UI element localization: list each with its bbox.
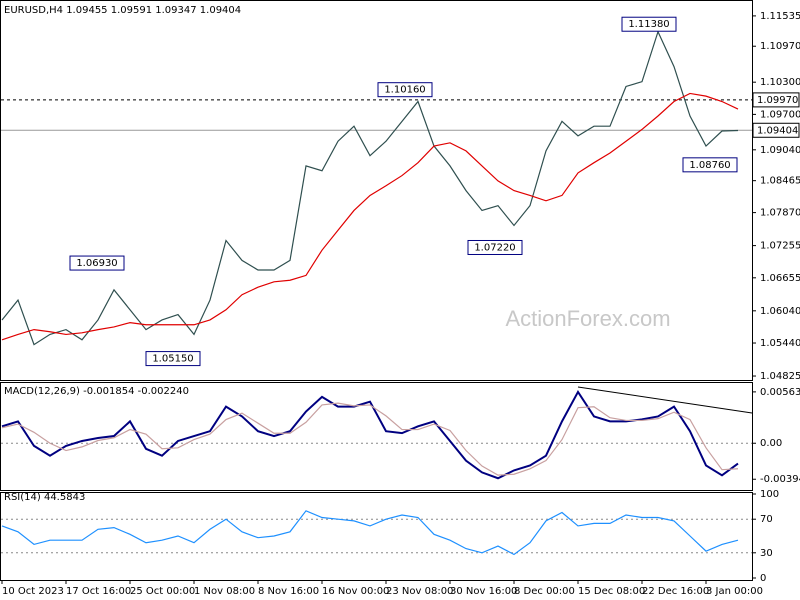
y-tick-label: 1.09040: [760, 145, 800, 156]
y-tick-label: 1.06040: [760, 306, 800, 317]
y-tick-label: 0.005635: [760, 387, 800, 398]
trend-line: [577, 386, 753, 414]
annotation-box: [621, 16, 677, 32]
y-tick-label: 1.05440: [760, 338, 800, 349]
annotation-label: 1.06930: [76, 258, 117, 269]
x-tick-label: 3 Jan 00:00: [706, 586, 763, 597]
annotation-label: 1.11380: [628, 19, 669, 30]
annotation-label: 1.05150: [152, 354, 193, 365]
series-line: [1, 30, 739, 346]
x-tick-label: 30 Nov 16:00: [450, 586, 517, 597]
level-box: [752, 92, 800, 108]
panel-title: MACD(12,26,9) -0.001854 -0.002240: [4, 386, 189, 397]
y-tick-label: 1.10970: [760, 41, 800, 52]
x-tick-label: 8 Dec 00:00: [514, 586, 575, 597]
x-tick-label: 8 Nov 16:00: [258, 586, 319, 597]
x-tick-label: 17 Oct 16:00: [66, 586, 131, 597]
price-frame: [0, 0, 753, 381]
x-tick-label: 1 Nov 08:00: [194, 586, 255, 597]
y-tick-label: 0.00: [760, 438, 782, 449]
annotation-box: [467, 239, 523, 255]
x-tick-label: 10 Oct 2023: [2, 586, 64, 597]
y-tick-label: 0: [760, 573, 766, 584]
y-tick-label: 1.06655: [760, 273, 800, 284]
y-tick-label: 30: [760, 548, 773, 559]
macd-frame: [0, 382, 753, 491]
rsi-frame: [0, 492, 753, 581]
annotation-box: [682, 157, 738, 173]
x-tick-label: 15 Dec 08:00: [578, 586, 645, 597]
y-tick-label: 1.10300: [760, 77, 800, 88]
y-tick-label: 70: [760, 514, 773, 525]
series-line: [1, 510, 739, 556]
annotation-box: [377, 82, 433, 98]
y-tick-label: 100: [760, 489, 779, 500]
series-line: [1, 92, 739, 341]
panel-title: EURUSD,H4 1.09455 1.09591 1.09347 1.0940…: [4, 5, 241, 16]
annotation-label: 1.07220: [474, 242, 515, 253]
panel-title: RSI(14) 44.5843: [4, 492, 85, 503]
y-tick-label: 1.04825: [760, 371, 800, 382]
series-line: [1, 402, 739, 476]
annotation-label: 1.08760: [689, 160, 730, 171]
x-tick-label: 16 Nov 00:00: [322, 586, 389, 597]
y-tick-label: 1.08465: [760, 176, 800, 187]
series-line: [1, 389, 739, 480]
level-label: 1.09404: [757, 125, 798, 136]
y-tick-label: 1.07870: [760, 208, 800, 219]
y-tick-label: -0.003949: [760, 474, 800, 485]
annotation-label: 1.10160: [384, 85, 425, 96]
x-tick-label: 25 Oct 00:00: [130, 586, 195, 597]
x-tick-label: 23 Nov 08:00: [386, 586, 453, 597]
level-label: 1.09970: [757, 95, 798, 106]
watermark: ActionForex.com: [505, 306, 670, 331]
y-tick-label: 1.07255: [760, 241, 800, 252]
annotation-box: [145, 351, 201, 367]
x-tick-label: 22 Dec 16:00: [642, 586, 709, 597]
annotation-box: [69, 255, 125, 271]
y-tick-label: 1.09700: [760, 109, 800, 120]
level-box: [752, 122, 800, 138]
y-tick-label: 1.11535: [760, 11, 800, 22]
